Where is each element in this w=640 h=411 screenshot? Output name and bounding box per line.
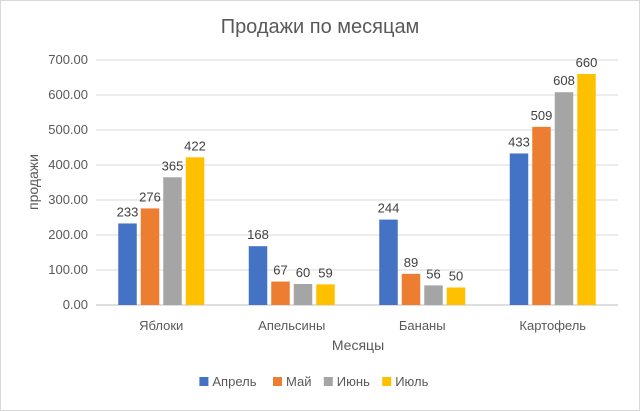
data-label: 608 <box>553 73 575 88</box>
bar-4-2 <box>316 284 335 305</box>
data-label: 50 <box>449 269 463 284</box>
y-axis-ticks: 0.00 100.00 200.00 300.00 400.00 500.00 600.00… <box>48 52 88 312</box>
legend-swatch <box>273 377 282 386</box>
x-tick-label: Апельсины <box>258 318 325 333</box>
y-tick-label: 300.00 <box>48 192 88 207</box>
bar-3-1 <box>163 177 182 305</box>
x-tick-label: Бананы <box>399 318 446 333</box>
bar-1-2 <box>248 246 268 305</box>
legend-entry: Июнь <box>337 374 370 389</box>
legend-entry: Апрель <box>212 374 256 389</box>
bar-2-2 <box>271 281 290 305</box>
legend-swatch <box>199 377 209 386</box>
bars <box>118 74 596 305</box>
data-label: 233 <box>117 204 139 219</box>
bar-3-3 <box>424 285 443 305</box>
bar-4-3 <box>446 287 466 305</box>
bar-3-4 <box>554 92 574 305</box>
legend: Апрель Май Июнь Июль <box>199 374 429 389</box>
y-tick-label: 0.00 <box>63 297 88 312</box>
data-label: 660 <box>576 55 598 70</box>
bar-3-2 <box>293 284 313 305</box>
data-label: 56 <box>426 266 440 281</box>
data-label: 244 <box>378 201 400 216</box>
bar-2-1 <box>140 208 160 305</box>
data-label: 365 <box>162 158 184 173</box>
bar-4-4 <box>577 74 596 305</box>
data-label: 168 <box>247 227 269 242</box>
bar-1-1 <box>118 223 137 305</box>
bar-1-4 <box>509 153 529 305</box>
x-axis-title: Месяцы <box>332 337 384 353</box>
x-tick-label: Картофель <box>519 318 586 333</box>
bar-1-3 <box>379 219 398 305</box>
gridlines <box>96 59 618 306</box>
x-tick-label: Яблоки <box>139 318 183 333</box>
y-tick-label: 100.00 <box>48 262 88 277</box>
data-label: 60 <box>296 265 310 280</box>
legend-swatch <box>323 377 333 386</box>
data-label: 89 <box>404 255 418 270</box>
legend-entry: Май <box>286 374 311 389</box>
data-label: 67 <box>273 263 287 278</box>
bar-2-4 <box>532 126 551 305</box>
y-axis-title: продажи <box>25 154 41 210</box>
data-label: 509 <box>531 108 553 123</box>
bar-4-1 <box>185 157 205 305</box>
legend-entry: Июль <box>395 374 428 389</box>
y-tick-label: 400.00 <box>48 157 88 172</box>
data-label: 59 <box>318 265 332 280</box>
y-tick-label: 600.00 <box>48 87 88 102</box>
y-tick-label: 700.00 <box>48 52 88 67</box>
x-axis-ticks: Яблоки Апельсины Бананы Картофель <box>139 318 586 333</box>
chart-title: Продажи по месяцам <box>221 16 420 38</box>
data-label: 433 <box>508 134 530 149</box>
data-label: 276 <box>139 189 161 204</box>
y-tick-label: 200.00 <box>48 227 88 242</box>
y-tick-label: 500.00 <box>48 122 88 137</box>
legend-swatch <box>382 377 392 386</box>
data-label: 422 <box>184 138 206 153</box>
bar-2-3 <box>401 273 421 305</box>
